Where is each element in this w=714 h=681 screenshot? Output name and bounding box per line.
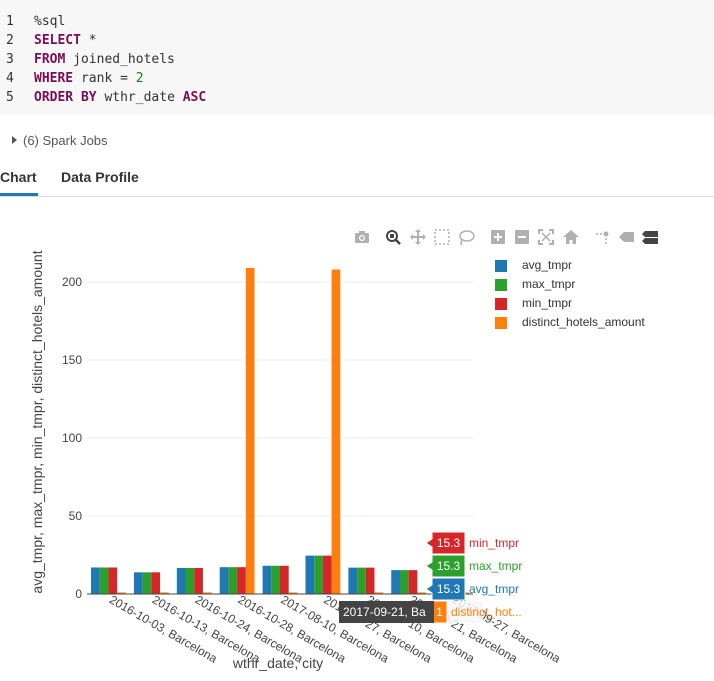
spike-lines-icon[interactable]	[592, 228, 610, 246]
bar-avg_tmpr[interactable]	[391, 570, 400, 594]
hover-label-value: 15.3	[437, 559, 461, 573]
code-text: WHERE rank = 2	[34, 71, 144, 86]
line-number: 4	[6, 71, 14, 86]
y-axis-title: avg_tmpr, max_tmpr, min_tmpr, distinct_h…	[29, 250, 45, 593]
bar-avg_tmpr[interactable]	[262, 565, 272, 594]
code-text: FROM joined_hotels	[34, 52, 175, 67]
bar-avg_tmpr[interactable]	[305, 555, 315, 594]
bar-max_tmpr[interactable]	[271, 565, 280, 594]
x-axis-title: wthr_date, city	[232, 655, 323, 671]
code-text: ORDER BY wthr_date ASC	[34, 90, 207, 105]
bar-distinct_hotels_amount[interactable]	[417, 592, 427, 594]
y-tick-label: 200	[62, 275, 82, 289]
bar-min_tmpr[interactable]	[237, 567, 246, 594]
bar-distinct_hotels_amount[interactable]	[374, 592, 384, 594]
active-tab-indicator	[0, 193, 38, 196]
code-text: %sql	[34, 14, 66, 29]
bar-avg_tmpr[interactable]	[219, 567, 229, 594]
tab-chart[interactable]: Chart	[0, 169, 37, 185]
legend-label: min_tmpr	[522, 296, 573, 310]
bar-max_tmpr[interactable]	[185, 567, 195, 594]
hover-label-value: 15.3	[437, 582, 461, 596]
bar-distinct_hotels_amount[interactable]	[288, 592, 298, 594]
bar-distinct_hotels_amount[interactable]	[117, 592, 126, 594]
hover-closest-icon[interactable]	[617, 228, 635, 246]
bar-min_tmpr[interactable]	[151, 572, 161, 594]
y-tick-label: 50	[69, 509, 83, 523]
bar-min_tmpr[interactable]	[408, 570, 418, 594]
spark-jobs-label: (6) Spark Jobs	[23, 133, 108, 148]
bar-max_tmpr[interactable]	[142, 572, 152, 594]
bar-min_tmpr[interactable]	[194, 567, 203, 594]
tab-data-profile[interactable]: Data Profile	[61, 169, 139, 185]
box-select-icon[interactable]	[433, 228, 451, 246]
legend-swatch	[495, 279, 507, 291]
hover-compare-icon[interactable]	[641, 228, 659, 246]
bar-min_tmpr[interactable]	[365, 567, 375, 594]
bar-max_tmpr[interactable]	[99, 567, 109, 594]
code-cell[interactable]: 1 %sql 2 SELECT * 3 FROM joined_hotels 4 WHERE …	[0, 0, 714, 115]
bar-max_tmpr[interactable]	[399, 570, 409, 594]
expand-triangle-icon[interactable]	[12, 136, 17, 144]
line-number: 1	[6, 14, 14, 29]
bar-max_tmpr[interactable]	[357, 567, 366, 594]
hover-label-box	[425, 577, 466, 601]
zoom-icon[interactable]	[384, 228, 402, 246]
hover-label-box	[425, 554, 466, 578]
y-tick-label: 100	[62, 431, 82, 445]
hover-label-bg	[447, 601, 483, 623]
y-tick-label: 0	[75, 587, 82, 601]
bar-max_tmpr[interactable]	[314, 555, 323, 594]
autoscale-icon[interactable]	[537, 228, 555, 246]
bar-avg_tmpr[interactable]	[91, 567, 100, 594]
legend-label: distinct_hotels_amount	[522, 315, 645, 329]
bar-min_tmpr[interactable]	[108, 567, 118, 594]
bar-min_tmpr[interactable]	[322, 555, 332, 594]
code-text: SELECT *	[34, 33, 97, 48]
y-tick-label: 150	[62, 353, 82, 367]
legend-swatch	[495, 317, 507, 329]
tabs-divider	[0, 196, 714, 197]
reset-axes-icon[interactable]	[562, 228, 580, 246]
bar-distinct_hotels_amount[interactable]	[160, 592, 169, 594]
hover-label-value: 15.3	[437, 536, 461, 550]
legend-label: avg_tmpr	[522, 258, 573, 272]
hover-label-box	[425, 531, 466, 555]
line-number: 3	[6, 52, 14, 67]
hover-label-name: max_tmpr	[469, 559, 522, 573]
zoom-in-icon[interactable]	[489, 228, 507, 246]
legend-label: max_tmpr	[522, 277, 576, 291]
spark-jobs-toggle[interactable]: (6) Spark Jobs	[12, 133, 108, 148]
bar-min_tmpr[interactable]	[280, 565, 289, 594]
legend-swatch	[495, 298, 507, 310]
bar-avg_tmpr[interactable]	[176, 567, 186, 594]
bar-avg_tmpr[interactable]	[348, 567, 358, 594]
lasso-select-icon[interactable]	[457, 228, 475, 246]
line-number: 5	[6, 90, 14, 105]
line-number: 2	[6, 33, 14, 48]
camera-icon[interactable]	[353, 228, 371, 246]
legend-swatch	[495, 260, 507, 272]
bar-distinct_hotels_amount[interactable]	[331, 269, 341, 594]
hover-label-value: 1	[436, 605, 443, 619]
hover-label-name: distinct_hot...	[451, 605, 522, 619]
hover-label-name: avg_tmpr	[469, 582, 519, 596]
bar-distinct_hotels_amount[interactable]	[245, 267, 255, 594]
zoom-out-icon[interactable]	[513, 228, 531, 246]
hover-category-label: 2017-09-21, Ba	[343, 605, 426, 619]
bar-max_tmpr[interactable]	[228, 567, 238, 594]
bar-distinct_hotels_amount[interactable]	[202, 592, 212, 594]
bar-avg_tmpr[interactable]	[133, 572, 143, 594]
hover-category-box	[339, 601, 434, 623]
hover-label-name: min_tmpr	[469, 536, 519, 550]
pan-icon[interactable]	[409, 228, 427, 246]
